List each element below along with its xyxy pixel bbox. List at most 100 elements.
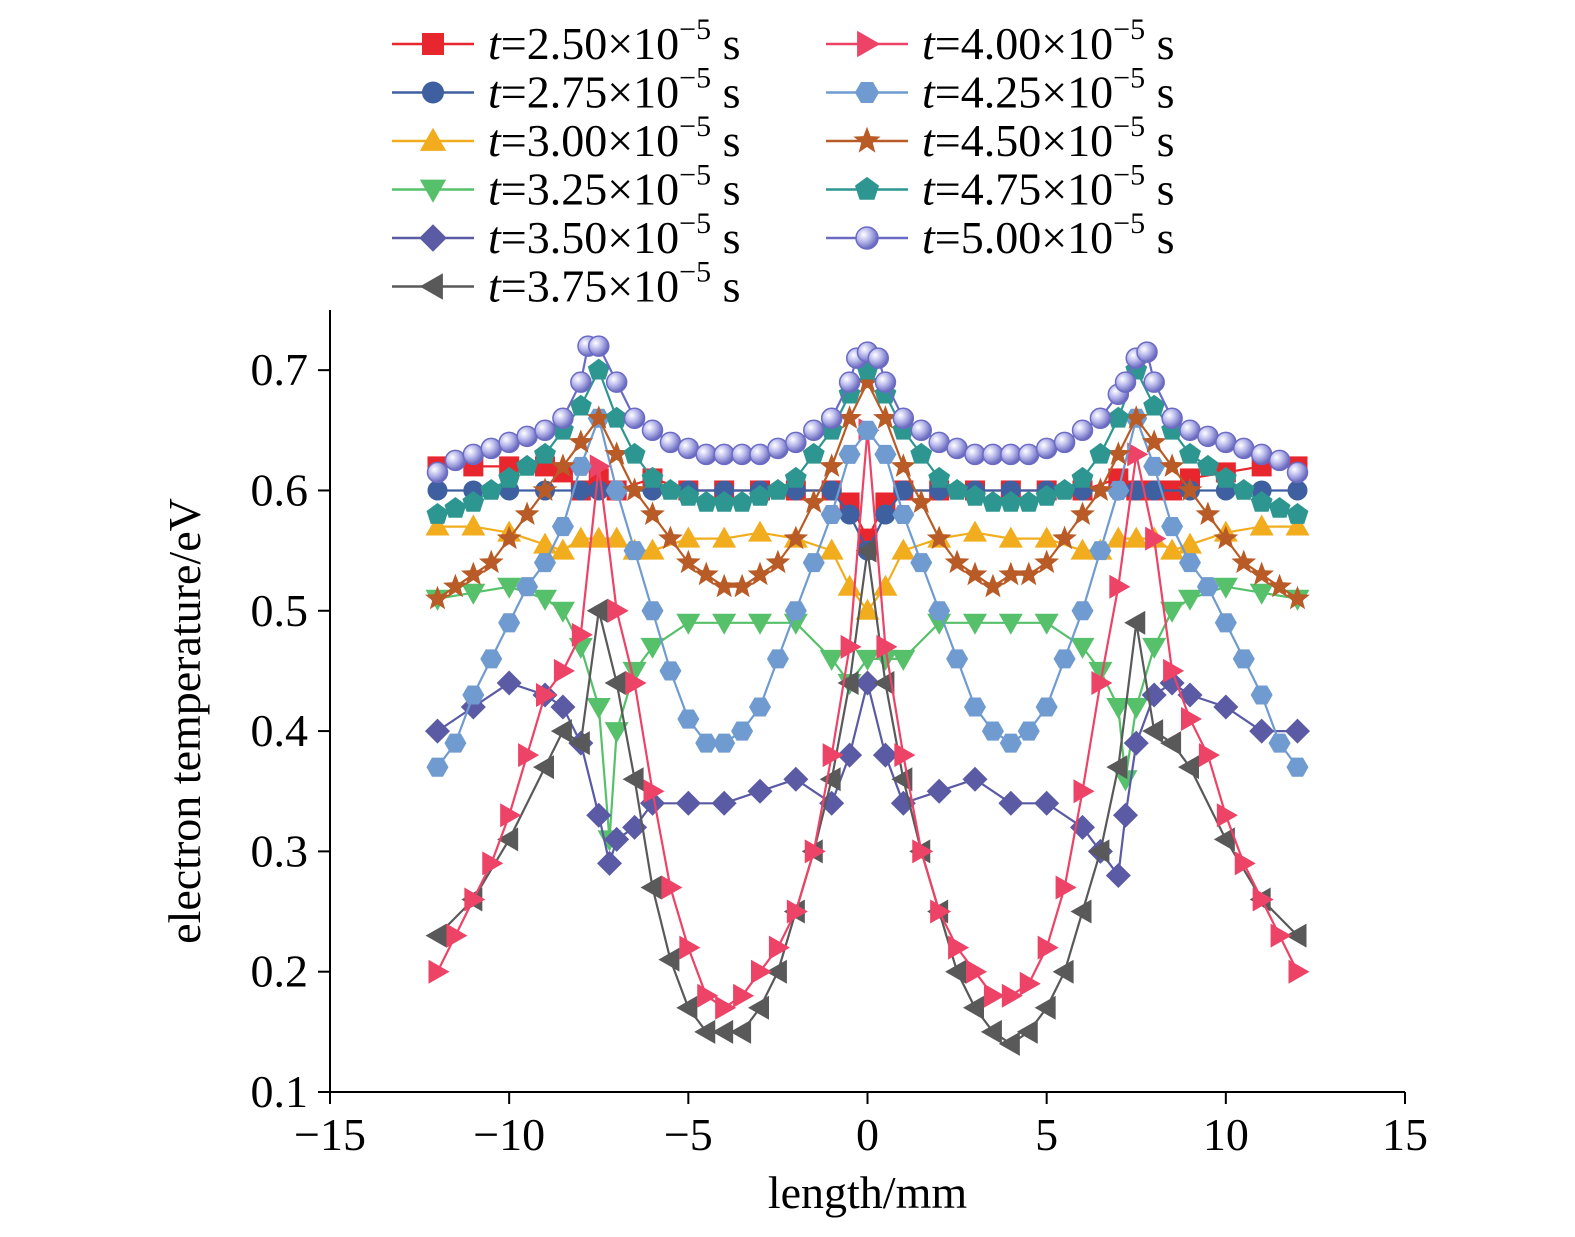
data-point [1161, 407, 1183, 430]
data-point [1285, 585, 1310, 610]
data-point [729, 573, 755, 598]
legend-exponent: −5 [679, 62, 711, 95]
data-point [819, 790, 845, 816]
data-point [944, 549, 970, 574]
data-point [677, 437, 700, 460]
data-point [460, 561, 486, 586]
data-point [1249, 583, 1274, 605]
data-point [1231, 549, 1257, 574]
data-point [1214, 466, 1237, 488]
x-tick-label: 10 [1203, 1109, 1249, 1160]
data-point [1071, 466, 1094, 488]
data-point [712, 1019, 734, 1044]
data-point [1142, 719, 1164, 744]
legend-item: t=3.50×10−5 s [392, 207, 741, 263]
legend-label: t=4.75×10−5 s [922, 159, 1175, 215]
data-point [948, 935, 970, 960]
data-point [570, 371, 592, 393]
data-point [840, 634, 862, 659]
data-point [1070, 538, 1095, 560]
data-point [604, 826, 630, 852]
legend-var: t [488, 115, 502, 166]
data-point [784, 466, 807, 488]
legend-item: t=5.00×10−5 s [826, 207, 1175, 263]
data-point [1035, 484, 1058, 506]
series-7 [428, 418, 1310, 1020]
data-point [422, 33, 444, 55]
data-point [622, 477, 647, 501]
x-axis-title: length/mm [768, 1167, 968, 1218]
data-point [658, 525, 683, 550]
data-point [786, 899, 808, 924]
data-point [597, 850, 622, 876]
data-point [516, 577, 539, 597]
data-point [625, 670, 647, 695]
x-tick-label: −5 [664, 1109, 713, 1160]
data-point [1268, 497, 1291, 518]
data-point [928, 431, 950, 454]
data-point [604, 722, 629, 744]
data-point [1145, 526, 1167, 551]
data-point [516, 425, 538, 448]
data-point [550, 453, 576, 477]
data-point [839, 504, 860, 525]
data-point [1160, 731, 1182, 756]
data-point [533, 755, 554, 780]
data-point [749, 484, 771, 506]
data-point [928, 466, 951, 488]
data-point [640, 501, 665, 526]
data-point [640, 875, 662, 900]
data-point [496, 525, 522, 550]
data-point [1034, 790, 1060, 816]
data-point [1124, 698, 1149, 720]
legend-unit: s [1145, 18, 1174, 69]
data-point [1070, 501, 1095, 526]
data-point [874, 371, 897, 393]
data-point [604, 670, 626, 695]
legend-var: t [488, 212, 502, 263]
data-point [550, 694, 576, 720]
data-point [854, 82, 880, 103]
data-point [1143, 371, 1165, 393]
data-point [588, 335, 610, 357]
data-point [1232, 649, 1255, 669]
data-point [1232, 478, 1255, 500]
legend-exponent: −5 [679, 256, 711, 289]
data-point [1163, 658, 1185, 683]
data-point [1001, 983, 1023, 1008]
data-point [1214, 613, 1237, 633]
data-point [1034, 526, 1059, 548]
data-point [1250, 490, 1273, 512]
data-point [980, 1019, 1002, 1044]
data-point [569, 394, 592, 416]
data-point [659, 478, 682, 500]
data-point [498, 613, 521, 633]
data-point [999, 733, 1022, 753]
data-point [1136, 341, 1158, 363]
data-point [1105, 862, 1131, 888]
data-point [966, 959, 987, 984]
legend-exponent: −5 [679, 159, 711, 192]
data-point [1270, 923, 1292, 948]
data-point [853, 126, 881, 153]
legend-unit: s [1145, 67, 1174, 118]
data-point [1216, 803, 1238, 828]
data-point [1198, 743, 1220, 768]
data-point [802, 553, 825, 573]
data-point [803, 419, 825, 442]
series-5 [425, 670, 1310, 888]
data-point [854, 176, 880, 200]
data-point [982, 443, 1004, 466]
y-tick-label: 0.7 [251, 344, 309, 395]
data-point [1000, 443, 1022, 466]
data-point [837, 405, 862, 429]
legend-unit: s [711, 164, 740, 215]
data-point [1267, 573, 1292, 598]
data-point [873, 405, 898, 429]
data-point [588, 480, 609, 501]
legend-item: t=3.00×10−5 s [392, 110, 741, 166]
legend-label: t=5.00×10−5 s [922, 207, 1175, 263]
data-point [552, 407, 574, 430]
data-point [751, 959, 772, 984]
data-point [1034, 613, 1059, 635]
